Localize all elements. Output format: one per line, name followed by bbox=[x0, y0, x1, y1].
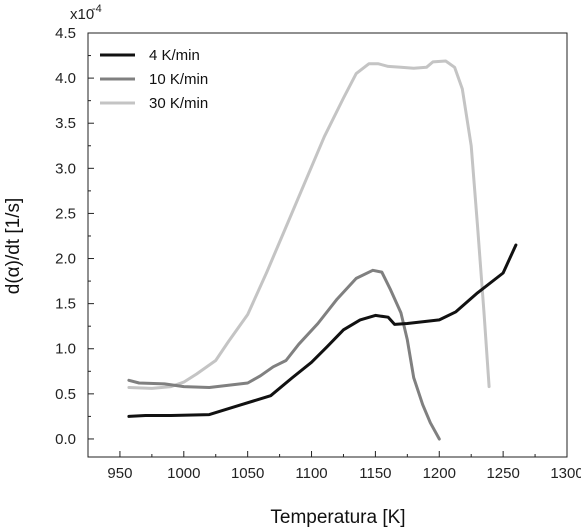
y-tick-label: 0.5 bbox=[55, 386, 76, 403]
legend-label-3: 30 K/min bbox=[149, 95, 208, 112]
x-axis-title: Temperatura [K] bbox=[270, 507, 405, 528]
series-line-3 bbox=[127, 59, 491, 390]
x-tick-label: 1000 bbox=[167, 465, 200, 482]
y-multiplier: x10 -4 bbox=[70, 3, 102, 23]
y-tick-label: 0.0 bbox=[55, 431, 76, 448]
y-tick-label: 2.5 bbox=[55, 205, 76, 222]
axis-ticks: 950 1000 1050 1100 1150 1200 1250 1300 0.0 0.5 1.0… bbox=[55, 25, 581, 482]
series-line-2 bbox=[127, 268, 441, 441]
y-tick-label: 3.5 bbox=[55, 115, 76, 132]
x-tick-label: 1050 bbox=[231, 465, 264, 482]
y-tick-label: 3.0 bbox=[55, 160, 76, 177]
y-tick-label: 1.0 bbox=[55, 341, 76, 358]
x-tick-label: 1250 bbox=[486, 465, 519, 482]
plot-frame bbox=[87, 32, 568, 458]
y-multiplier-base: x10 bbox=[70, 6, 94, 23]
x-tick-label: 1100 bbox=[295, 465, 327, 482]
y-tick-label: 1.5 bbox=[55, 296, 76, 313]
x-tick-label: 950 bbox=[107, 465, 132, 482]
y-tick-label: 2.0 bbox=[55, 251, 76, 268]
y-tick-label: 4.0 bbox=[55, 70, 76, 87]
plot-area-border bbox=[87, 32, 568, 458]
series-line-1 bbox=[127, 243, 518, 418]
legend-label-1: 4 K/min bbox=[149, 47, 200, 64]
x-tick-label: 1300 bbox=[550, 465, 581, 482]
x-tick-label: 1200 bbox=[423, 465, 456, 482]
legend: 4 K/min 10 K/min 30 K/min bbox=[100, 47, 208, 112]
y-tick-label: 4.5 bbox=[55, 25, 76, 42]
y-multiplier-exponent: -4 bbox=[92, 3, 102, 15]
y-axis-title: d(α)/dt [1/s] bbox=[3, 198, 24, 295]
legend-label-2: 10 K/min bbox=[149, 71, 208, 88]
series-group bbox=[127, 59, 518, 441]
x-tick-label: 1150 bbox=[359, 465, 391, 482]
